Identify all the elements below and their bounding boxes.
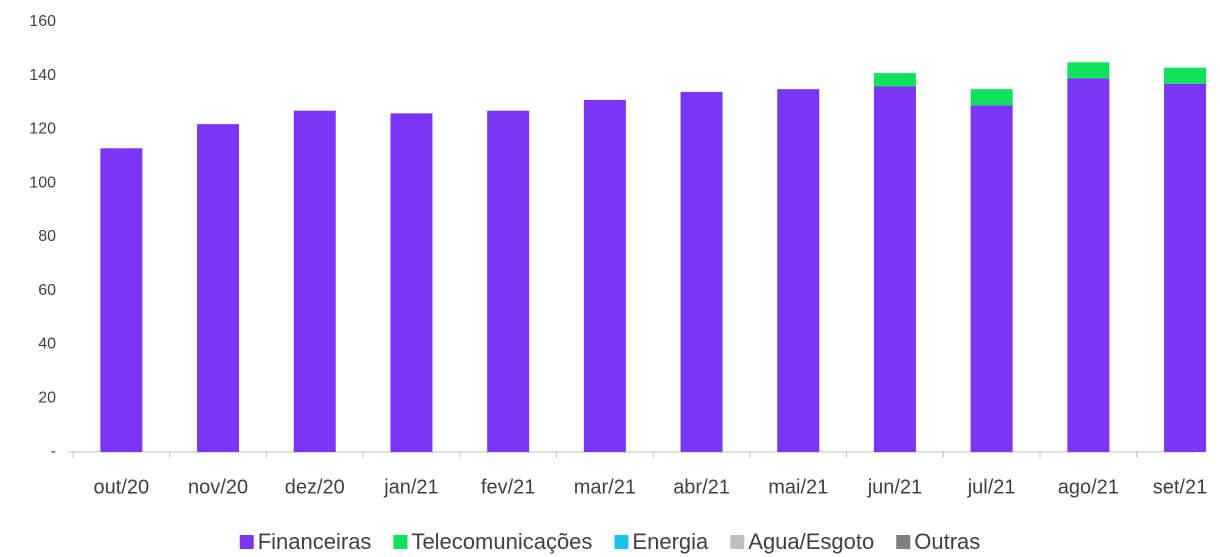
x-tick-label: dez/20 [285, 476, 345, 498]
x-tick-label: abr/21 [673, 476, 730, 498]
y-tick-label: 100 [29, 174, 56, 191]
legend-swatch [393, 535, 408, 549]
bar-segment [1067, 78, 1110, 452]
legend-swatch [239, 535, 254, 549]
x-tick-label: jun/21 [867, 476, 923, 498]
x-tick-label: set/21 [1153, 476, 1207, 498]
bar-segment [1067, 62, 1110, 79]
legend-label: Telecomunicações [411, 529, 592, 554]
legend-label: Financeiras [258, 529, 372, 554]
y-tick-label: 140 [29, 67, 56, 84]
x-tick-label: mar/21 [574, 476, 636, 498]
y-tick-label: 60 [38, 282, 56, 299]
y-tick-label: - [51, 443, 56, 460]
x-tick-label: jul/21 [967, 476, 1016, 498]
bar-segment [970, 105, 1013, 452]
bar-segment [390, 113, 433, 452]
bar-segment [873, 73, 916, 87]
bar-segment [1164, 67, 1207, 84]
bar-segment [1164, 83, 1207, 452]
bar-segment [680, 91, 723, 452]
bar-segment [583, 99, 626, 452]
x-tick-label: nov/20 [188, 476, 248, 498]
y-tick-label: 160 [29, 13, 56, 30]
y-tick-label: 40 [38, 336, 56, 353]
legend-label: Outras [914, 529, 980, 554]
legend-label: Energia [632, 529, 709, 554]
legend-swatch [614, 535, 629, 549]
x-tick-label: out/20 [94, 476, 150, 498]
bar-segment [293, 110, 336, 452]
bar-segment [970, 89, 1013, 106]
x-tick-label: mai/21 [768, 476, 828, 498]
x-tick-label: jan/21 [383, 476, 439, 498]
legend-swatch [896, 535, 911, 549]
legend-label: Agua/Esgoto [748, 529, 874, 554]
y-tick-label: 80 [38, 228, 56, 245]
x-tick-label: ago/21 [1058, 476, 1119, 498]
bar-segment [777, 89, 820, 452]
bar-segment [100, 148, 143, 452]
x-tick-label: fev/21 [481, 476, 535, 498]
y-tick-label: 20 [38, 389, 56, 406]
legend-swatch [730, 535, 745, 549]
bar-segment [487, 110, 530, 452]
y-tick-label: 120 [29, 121, 56, 138]
bar-segment [873, 86, 916, 452]
bar-segment [197, 124, 240, 452]
